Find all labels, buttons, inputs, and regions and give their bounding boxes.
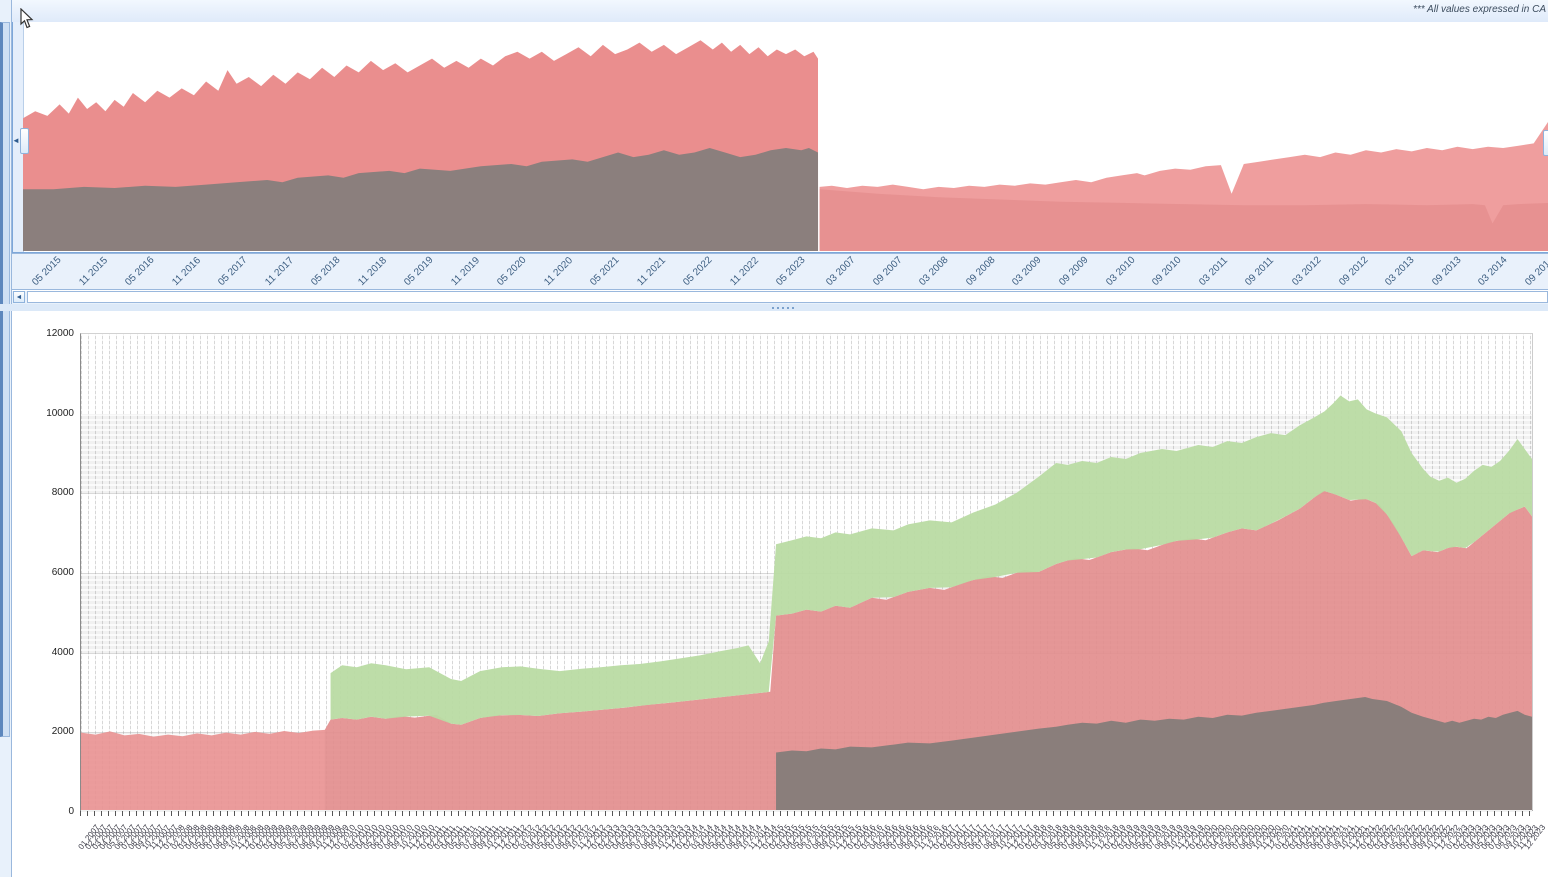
splitter-grip-dot [777, 307, 779, 309]
panel-splitter[interactable] [0, 304, 1548, 311]
scroll-left-button[interactable]: ◄ [13, 291, 25, 303]
main-gray-area [776, 696, 1532, 810]
navigator-x-label: 09 2008 [964, 254, 998, 288]
navigator-x-label: 05 2022 [681, 254, 715, 288]
navigator-x-label: 11 2021 [634, 255, 668, 288]
navigator-x-label: 09 2009 [1057, 254, 1091, 288]
horizontal-scrollbar-track[interactable] [27, 291, 1548, 303]
navigator-x-label: 11 2020 [541, 255, 575, 288]
splitter-grip-icon[interactable] [772, 307, 794, 309]
navigator-left-arrow-icon[interactable]: ◄ [12, 136, 20, 145]
navigator-x-label: 11 2017 [262, 255, 296, 288]
navigator-x-label: 11 2016 [169, 255, 203, 288]
y-axis-label: 8000 [51, 487, 74, 499]
horizontal-scrollbar[interactable]: ◄ [12, 291, 1548, 304]
navigator-gray-area-recent [23, 148, 819, 251]
navigator-x-label: 05 2020 [495, 254, 529, 288]
y-axis-label: 0 [68, 806, 74, 817]
vertical-scrollbar-thumb[interactable] [0, 22, 10, 737]
header-bar: *** All values expressed in CA [12, 0, 1548, 23]
navigator-x-label: 05 2016 [123, 254, 157, 288]
navigator-chart-panel[interactable]: ◄ [12, 22, 1548, 253]
navigator-x-label: 05 2017 [216, 254, 250, 288]
y-axis-label: 10000 [46, 407, 74, 419]
navigator-x-label: 09 2011 [1243, 255, 1277, 288]
y-axis-label: 4000 [51, 646, 74, 658]
navigator-x-label: 05 2015 [30, 254, 64, 288]
navigator-x-label: 03 2013 [1383, 254, 1417, 288]
navigator-x-label: 03 2011 [1197, 255, 1230, 288]
navigator-x-label: 03 2009 [1010, 254, 1044, 288]
navigator-x-label: 03 2010 [1103, 254, 1138, 288]
y-axis-label: 6000 [51, 567, 74, 578]
navigator-x-axis: 05 2015 11 2015 05 2016 11 2016 05 2017 11 20… [12, 253, 1548, 290]
splitter-grip-dot [792, 307, 794, 309]
vertical-scrollbar[interactable] [0, 0, 12, 877]
navigator-x-label: 03 2007 [824, 254, 858, 288]
navigator-x-label: 09 2014 [1523, 254, 1548, 288]
navigator-x-label: 05 2019 [402, 254, 436, 288]
navigator-x-label: 05 2023 [774, 254, 808, 288]
navigator-x-label: 09 2013 [1430, 254, 1464, 288]
main-chart-plot-area[interactable] [80, 333, 1533, 812]
navigator-x-label: 05 2018 [309, 254, 343, 288]
x-axis-labels-dense: 01 2007 02 2007 03 2007 04 2007 05 2007 06 20… [58, 816, 1548, 868]
navigator-x-label: 11 2015 [76, 255, 110, 288]
navigator-red-area-older-underlay [819, 189, 1548, 251]
navigator-left-range-handle[interactable] [20, 128, 29, 154]
navigator-x-label: 03 2014 [1476, 254, 1510, 288]
navigator-x-label: 09 2012 [1336, 254, 1371, 288]
y-axis-label: 12000 [46, 328, 74, 339]
splitter-grip-dot [772, 307, 774, 309]
navigator-x-label: 03 2008 [917, 254, 951, 288]
navigator-chart-canvas[interactable] [23, 22, 1548, 251]
navigator-x-label: 09 2007 [870, 254, 905, 288]
main-chart-canvas[interactable] [81, 334, 1532, 810]
navigator-x-label: 11 2018 [355, 255, 389, 288]
splitter-grip-dot [787, 307, 789, 309]
currency-notice: *** All values expressed in CA [1412, 4, 1546, 15]
y-axis-label: 2000 [51, 726, 74, 738]
navigator-x-label: 09 2010 [1150, 254, 1184, 288]
main-green-band [330, 395, 1532, 725]
main-chart-panel: 01 2007 02 2007 03 2007 04 2007 05 2007 06 20… [12, 311, 1548, 877]
navigator-x-label: 03 2012 [1290, 254, 1324, 288]
navigator-right-range-handle[interactable] [1543, 130, 1548, 156]
navigator-x-label: 11 2019 [448, 255, 482, 288]
navigator-x-label: 11 2022 [727, 255, 761, 288]
splitter-grip-dot [782, 307, 784, 309]
navigator-x-label: 05 2021 [588, 254, 622, 288]
x-axis-ticks [80, 811, 1533, 816]
